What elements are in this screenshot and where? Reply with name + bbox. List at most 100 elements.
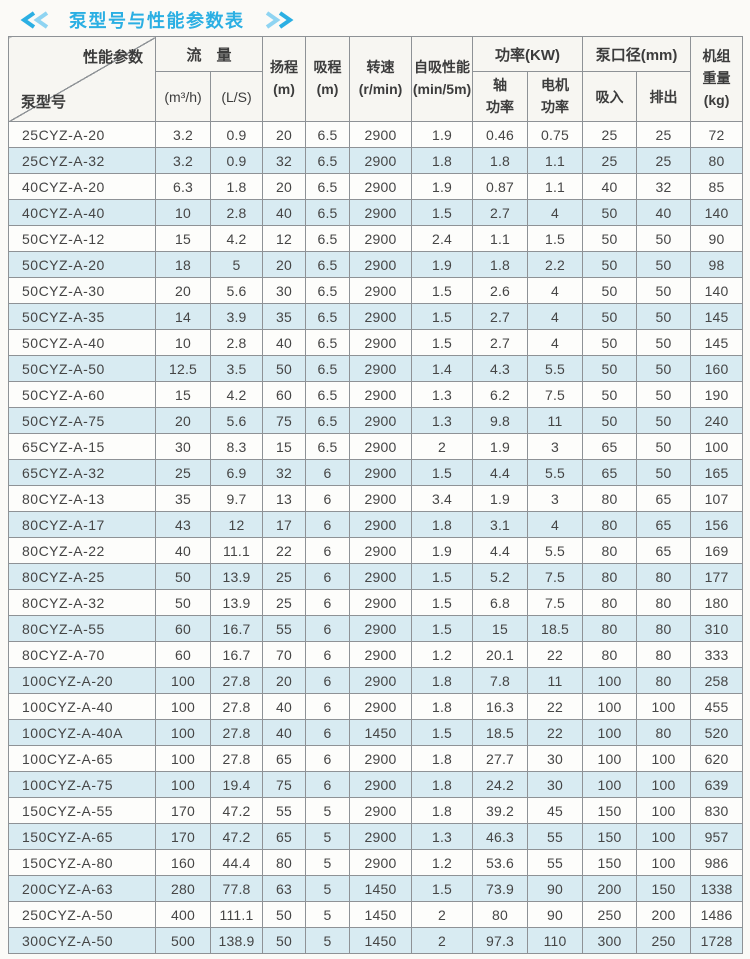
value-cell: 80 xyxy=(690,147,744,174)
value-cell: 1.8 xyxy=(411,797,474,824)
value-cell: 1.2 xyxy=(411,641,474,668)
value-cell: 39.2 xyxy=(472,797,529,824)
value-cell: 0.46 xyxy=(472,121,529,148)
value-cell: 6 xyxy=(305,693,351,720)
value-cell: 50 xyxy=(582,251,638,278)
table-row: 150CYZ-A-55 170 47.2 55 5 2900 1.8 39.2 45 150 100… xyxy=(8,797,744,824)
pump-model-cell: 80CYZ-A-70 xyxy=(8,641,156,668)
value-cell: 6.5 xyxy=(305,433,351,460)
pump-model-cell: 300CYZ-A-50 xyxy=(8,927,156,954)
value-cell: 6 xyxy=(305,667,351,694)
value-cell: 200 xyxy=(582,875,638,902)
header-pump-model-label: 泵型号 xyxy=(21,94,67,111)
value-cell: 1.5 xyxy=(411,563,474,590)
value-cell: 20.1 xyxy=(472,641,529,668)
value-cell: 25 xyxy=(636,121,692,148)
table-row: 50CYZ-A-20 18 5 20 6.5 2900 1.9 1.8 2.2 50 50 98 xyxy=(8,251,744,278)
pump-model-cell: 150CYZ-A-65 xyxy=(8,823,156,850)
value-cell: 2900 xyxy=(349,797,413,824)
value-cell: 1.5 xyxy=(411,615,474,642)
table-row: 80CYZ-A-70 60 16.7 70 6 2900 1.2 20.1 22 80 80 333 xyxy=(8,641,744,668)
pump-model-cell: 50CYZ-A-40 xyxy=(8,329,156,356)
value-cell: 44.4 xyxy=(209,849,264,876)
value-cell: 72 xyxy=(690,121,744,148)
header-performance-params-label: 性能参数 xyxy=(82,49,143,66)
value-cell: 1.5 xyxy=(411,875,474,902)
value-cell: 73.9 xyxy=(472,875,529,902)
pump-model-cell: 50CYZ-A-30 xyxy=(8,277,156,304)
value-cell: 2900 xyxy=(349,615,413,642)
table-row: 50CYZ-A-40 10 2.8 40 6.5 2900 1.5 2.7 4 50 50 145 xyxy=(8,329,744,356)
value-cell: 13 xyxy=(262,485,307,512)
value-cell: 2900 xyxy=(349,329,413,356)
value-cell: 32 xyxy=(636,173,692,200)
value-cell: 5 xyxy=(305,797,351,824)
value-cell: 50 xyxy=(636,329,692,356)
value-cell: 5 xyxy=(305,927,351,954)
value-cell: 1486 xyxy=(690,901,744,928)
value-cell: 2 xyxy=(411,433,474,460)
value-cell: 4.4 xyxy=(472,459,529,486)
value-cell: 200 xyxy=(636,901,692,928)
value-cell: 50 xyxy=(636,459,692,486)
value-cell: 10 xyxy=(155,199,211,226)
value-cell: 55 xyxy=(527,849,584,876)
value-cell: 100 xyxy=(155,745,211,772)
table-row: 50CYZ-A-75 20 5.6 75 6.5 2900 1.3 9.8 11 50 50 240 xyxy=(8,407,744,434)
value-cell: 5 xyxy=(305,823,351,850)
value-cell: 77.8 xyxy=(209,875,264,902)
header-motor-power: 电机 功率 xyxy=(527,71,584,122)
value-cell: 100 xyxy=(636,745,692,772)
value-cell: 30 xyxy=(527,771,584,798)
value-cell: 6 xyxy=(305,771,351,798)
value-cell: 4.2 xyxy=(209,225,264,252)
page-title: 泵型号与性能参数表 xyxy=(69,10,245,31)
value-cell: 1.8 xyxy=(411,745,474,772)
value-cell: 170 xyxy=(155,797,211,824)
value-cell: 22 xyxy=(527,719,584,746)
value-cell: 5.2 xyxy=(472,563,529,590)
table-row: 40CYZ-A-40 10 2.8 40 6.5 2900 1.5 2.7 4 50 40 140 xyxy=(8,199,744,226)
value-cell: 80 xyxy=(582,537,638,564)
value-cell: 145 xyxy=(690,303,744,330)
value-cell: 1.3 xyxy=(411,823,474,850)
value-cell: 1.5 xyxy=(411,329,474,356)
table-row: 50CYZ-A-60 15 4.2 60 6.5 2900 1.3 6.2 7.5 50 50 190 xyxy=(8,381,744,408)
table-body: 25CYZ-A-20 3.2 0.9 20 6.5 2900 1.9 0.46 0.75 25 25… xyxy=(8,121,744,954)
value-cell: 25 xyxy=(636,147,692,174)
value-cell: 2900 xyxy=(349,511,413,538)
value-cell: 1.4 xyxy=(411,355,474,382)
value-cell: 6 xyxy=(305,745,351,772)
value-cell: 957 xyxy=(690,823,744,850)
value-cell: 2.7 xyxy=(472,199,529,226)
value-cell: 2900 xyxy=(349,173,413,200)
value-cell: 1.5 xyxy=(411,303,474,330)
value-cell: 6.5 xyxy=(305,147,351,174)
value-cell: 11 xyxy=(527,667,584,694)
value-cell: 150 xyxy=(582,823,638,850)
table-row: 25CYZ-A-32 3.2 0.9 32 6.5 2900 1.8 1.8 1.1 25 25 80 xyxy=(8,147,744,174)
value-cell: 500 xyxy=(155,927,211,954)
value-cell: 5.5 xyxy=(527,355,584,382)
value-cell: 2900 xyxy=(349,849,413,876)
value-cell: 6.3 xyxy=(155,173,211,200)
value-cell: 50 xyxy=(636,303,692,330)
value-cell: 80 xyxy=(582,485,638,512)
value-cell: 25 xyxy=(582,147,638,174)
value-cell: 6 xyxy=(305,641,351,668)
value-cell: 6.8 xyxy=(472,589,529,616)
value-cell: 1.5 xyxy=(411,459,474,486)
value-cell: 75 xyxy=(262,407,307,434)
value-cell: 50 xyxy=(636,381,692,408)
value-cell: 250 xyxy=(636,927,692,954)
table-row: 50CYZ-A-35 14 3.9 35 6.5 2900 1.5 2.7 4 50 50 145 xyxy=(8,303,744,330)
pump-model-cell: 25CYZ-A-32 xyxy=(8,147,156,174)
value-cell: 2.8 xyxy=(209,199,264,226)
table-row: 100CYZ-A-40 100 27.8 40 6 2900 1.8 16.3 22 100 100… xyxy=(8,693,744,720)
value-cell: 22 xyxy=(527,641,584,668)
value-cell: 40 xyxy=(155,537,211,564)
value-cell: 50 xyxy=(582,199,638,226)
page-header: 泵型号与性能参数表 xyxy=(0,0,750,36)
value-cell: 110 xyxy=(527,927,584,954)
